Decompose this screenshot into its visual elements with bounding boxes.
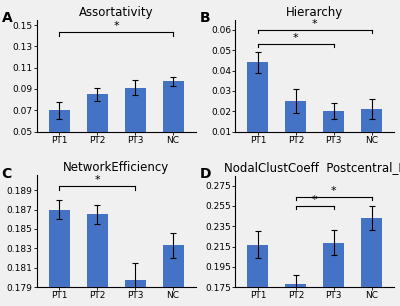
- Text: B: B: [200, 11, 211, 25]
- Bar: [323, 111, 344, 132]
- Bar: [248, 62, 268, 132]
- Text: *: *: [113, 21, 119, 32]
- Text: *: *: [312, 195, 318, 205]
- Title: Assortativity: Assortativity: [79, 6, 154, 19]
- Title: Hierarchy: Hierarchy: [286, 6, 344, 19]
- Text: *: *: [331, 186, 336, 196]
- Bar: [286, 284, 306, 287]
- Bar: [125, 281, 146, 287]
- Text: *: *: [94, 175, 100, 185]
- Title: NodalClustCoeff  Postcentral_R: NodalClustCoeff Postcentral_R: [224, 161, 400, 174]
- Bar: [286, 101, 306, 132]
- Text: C: C: [2, 166, 12, 181]
- Bar: [87, 94, 108, 132]
- Bar: [163, 81, 184, 132]
- Bar: [361, 218, 382, 287]
- Bar: [87, 215, 108, 287]
- Bar: [323, 243, 344, 287]
- Bar: [49, 110, 70, 132]
- Bar: [49, 210, 70, 287]
- Bar: [125, 88, 146, 132]
- Bar: [361, 109, 382, 132]
- Bar: [248, 244, 268, 287]
- Title: NetworkEfficiency: NetworkEfficiency: [63, 161, 169, 174]
- Bar: [163, 245, 184, 287]
- Text: *: *: [293, 33, 299, 43]
- Text: *: *: [312, 19, 318, 29]
- Text: D: D: [200, 166, 212, 181]
- Text: A: A: [2, 11, 12, 25]
